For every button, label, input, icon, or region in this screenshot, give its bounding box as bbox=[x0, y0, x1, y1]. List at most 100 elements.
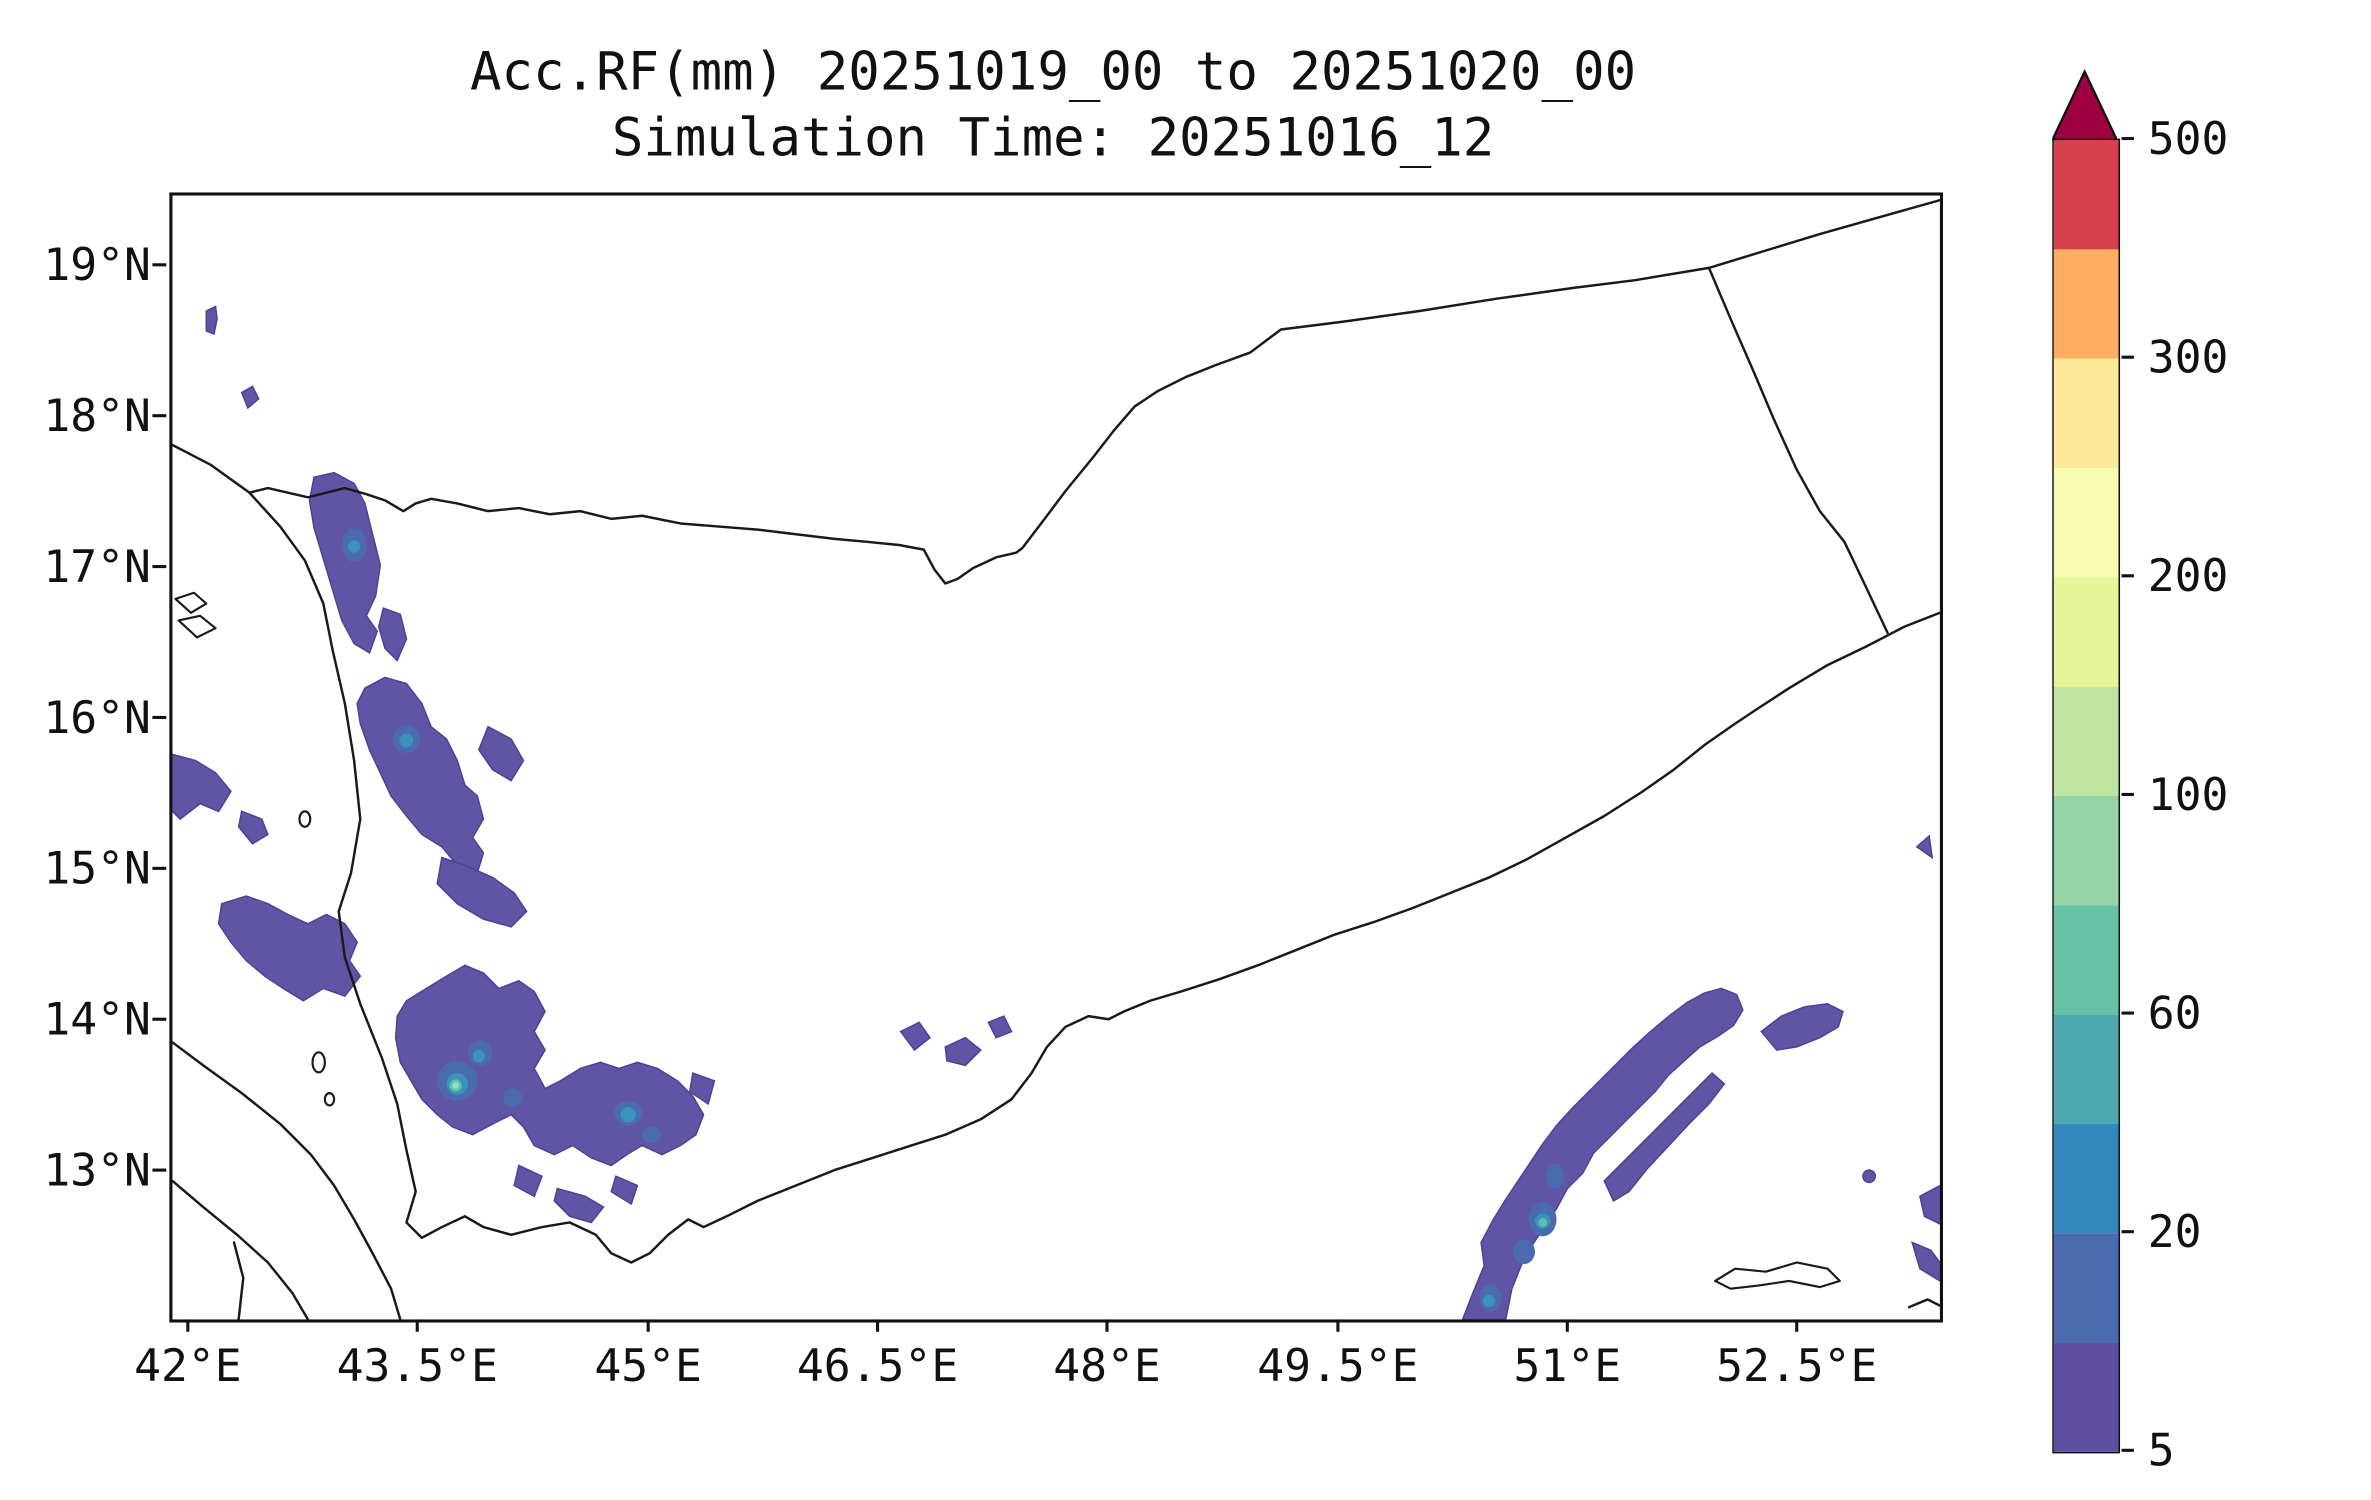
colorbar-segment bbox=[2053, 1233, 2119, 1343]
rain-region bbox=[899, 1021, 931, 1052]
x-tick-label: 52.5°E bbox=[1716, 1339, 1878, 1392]
rain-region bbox=[356, 676, 485, 874]
colorbar-segment bbox=[2053, 358, 2119, 469]
plot-area bbox=[169, 192, 1943, 1323]
colorbar-tick-mark bbox=[2121, 355, 2134, 359]
rain-region bbox=[477, 725, 525, 782]
rain-region bbox=[172, 753, 232, 821]
rain-region bbox=[237, 810, 269, 845]
coastlines-borders bbox=[172, 198, 1940, 1320]
rain-region bbox=[217, 895, 362, 1002]
colorbar-segment bbox=[2053, 249, 2119, 359]
y-tick-label: 15°N bbox=[43, 842, 151, 895]
y-tick-label: 17°N bbox=[43, 540, 151, 593]
y-tick-mark bbox=[152, 715, 167, 719]
rain-region bbox=[553, 1187, 605, 1224]
x-tick-label: 49.5°E bbox=[1257, 1339, 1419, 1392]
rain-core-40mm bbox=[472, 1050, 485, 1063]
x-tick-mark bbox=[1336, 1319, 1340, 1332]
colorbar-segment bbox=[2053, 905, 2119, 1015]
coastline-somalia-tip bbox=[1714, 1261, 1841, 1290]
rain-region bbox=[610, 1175, 639, 1206]
island-farasan bbox=[177, 614, 217, 639]
map-canvas bbox=[172, 198, 1940, 1320]
colorbar-segment bbox=[2053, 686, 2119, 796]
border-saudi-oman bbox=[1707, 198, 1940, 270]
x-tick-mark bbox=[415, 1319, 419, 1332]
title-block: Acc.RF(mm) 20251019_00 to 20251020_00 Si… bbox=[169, 40, 1936, 172]
rain-region bbox=[1915, 834, 1934, 860]
y-tick-mark bbox=[152, 565, 167, 569]
rain-region bbox=[513, 1164, 543, 1198]
rain-region bbox=[240, 385, 260, 410]
rain-region bbox=[1919, 1184, 1940, 1225]
colorbar-segment bbox=[2053, 1342, 2119, 1452]
rain-peak bbox=[452, 1082, 460, 1089]
colorbar-segment bbox=[2053, 140, 2119, 250]
border-africa bbox=[232, 1241, 245, 1320]
rain-core-20mm bbox=[1513, 1239, 1535, 1265]
coastline-africa bbox=[172, 1041, 402, 1320]
x-tick-label: 43.5°E bbox=[336, 1339, 498, 1392]
colorbar-tick-mark bbox=[2121, 137, 2134, 141]
colorbar-tick-label: 500 bbox=[2147, 112, 2229, 165]
colorbar-tick-mark bbox=[2121, 792, 2134, 796]
x-tick-mark bbox=[1565, 1319, 1569, 1332]
colorbar-segment bbox=[2053, 577, 2119, 687]
colorbar-tick-label: 100 bbox=[2147, 768, 2229, 821]
y-tick-label: 19°N bbox=[43, 238, 151, 291]
rain-region bbox=[987, 1015, 1013, 1039]
y-tick-mark bbox=[152, 1017, 167, 1021]
y-tick-mark bbox=[152, 1168, 167, 1172]
x-tick-mark bbox=[1795, 1319, 1799, 1332]
x-tick-label: 42°E bbox=[134, 1339, 242, 1392]
rain-core-20mm bbox=[1545, 1163, 1565, 1189]
rain-core-60mm bbox=[1538, 1218, 1548, 1227]
colorbar: 500 300 200 100 60 20 5 bbox=[2052, 69, 2371, 1500]
y-tick-label: 13°N bbox=[43, 1143, 151, 1197]
x-tick-label: 45°E bbox=[594, 1339, 702, 1392]
colorbar-segment bbox=[2053, 1014, 2119, 1124]
rain-core-40mm bbox=[399, 733, 414, 748]
coastline-somalia-tip bbox=[1907, 1298, 1940, 1309]
rain-region bbox=[205, 305, 218, 336]
border-saudi-yemen bbox=[248, 266, 1711, 585]
rain-region bbox=[944, 1036, 982, 1067]
island-hanish bbox=[323, 1092, 336, 1107]
colorbar-segment bbox=[2053, 1123, 2119, 1234]
rain-region bbox=[688, 1072, 716, 1106]
island-kamaran bbox=[298, 810, 312, 828]
x-tick-label: 46.5°E bbox=[796, 1339, 959, 1392]
colorbar-tick-mark bbox=[2121, 1230, 2134, 1234]
rain-region bbox=[1760, 1003, 1844, 1051]
y-tick-mark bbox=[152, 414, 167, 418]
page-subtitle: Simulation Time: 20251016_12 bbox=[611, 107, 1495, 170]
colorbar-tick-mark bbox=[2121, 574, 2134, 578]
rain-region bbox=[1862, 1169, 1877, 1184]
colorbar-tick-label: 5 bbox=[2147, 1424, 2175, 1477]
colorbar-tick-label: 20 bbox=[2147, 1205, 2202, 1258]
y-tick-label: 14°N bbox=[43, 993, 151, 1046]
rain-core-20mm bbox=[642, 1126, 661, 1143]
x-tick-mark bbox=[646, 1319, 650, 1332]
colorbar-extend-arrow bbox=[2052, 69, 2117, 142]
y-tick-mark bbox=[152, 866, 167, 870]
rain-region bbox=[308, 471, 382, 654]
rain-core-40mm bbox=[620, 1106, 636, 1123]
border-yemen-oman bbox=[1707, 266, 1889, 635]
colorbar-tick-mark bbox=[2121, 1448, 2134, 1452]
colorbar-extend-arrow-shape bbox=[2052, 69, 2117, 142]
y-tick-label: 18°N bbox=[43, 389, 151, 442]
coastline-arabia bbox=[172, 443, 1940, 1264]
rain-region bbox=[436, 856, 528, 928]
x-tick-label: 48°E bbox=[1053, 1339, 1161, 1392]
island-zuqar bbox=[311, 1051, 326, 1074]
colorbar-tick-label: 60 bbox=[2147, 986, 2202, 1040]
rain-core-40mm bbox=[347, 540, 361, 553]
rain-region bbox=[1603, 1072, 1726, 1202]
island-farasan bbox=[174, 591, 208, 614]
rain-core-20mm bbox=[503, 1088, 522, 1107]
y-tick-label: 16°N bbox=[43, 691, 151, 744]
